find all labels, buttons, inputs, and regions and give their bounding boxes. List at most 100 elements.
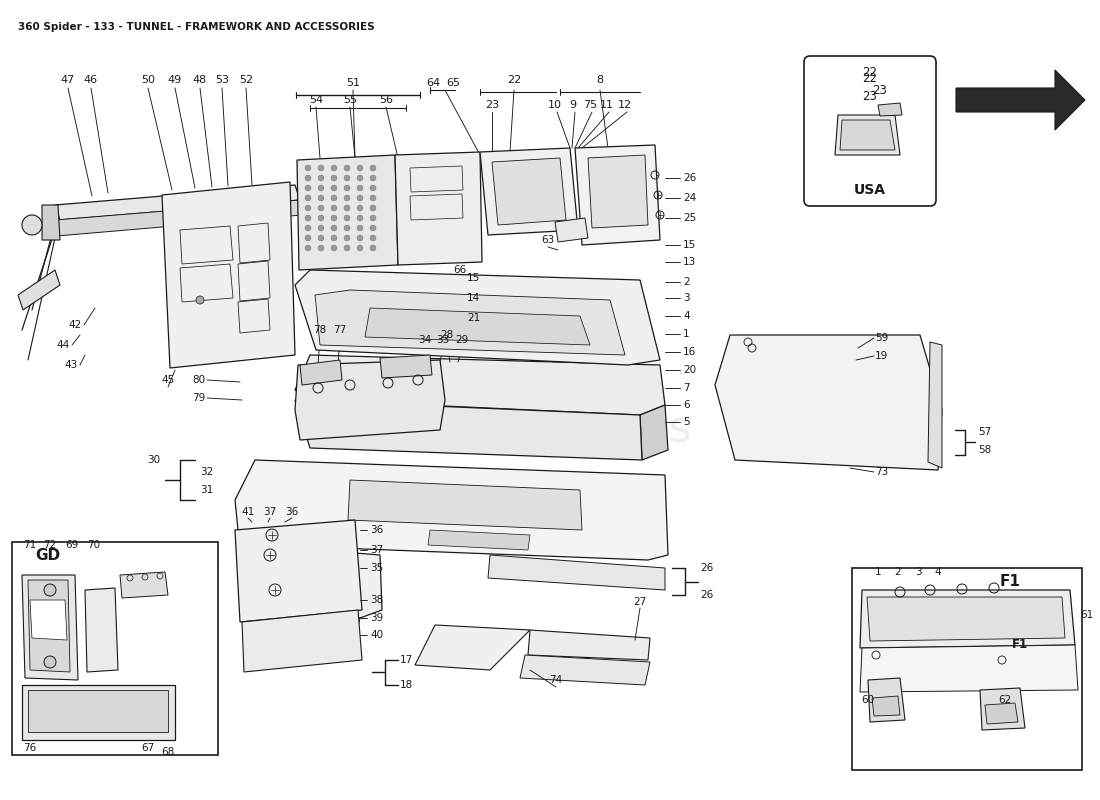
Text: 54: 54 — [309, 95, 323, 105]
Text: 40: 40 — [370, 630, 383, 640]
Polygon shape — [715, 335, 942, 470]
Circle shape — [344, 185, 350, 191]
Text: 37: 37 — [370, 545, 383, 555]
Circle shape — [196, 296, 204, 304]
Polygon shape — [55, 185, 300, 220]
Circle shape — [370, 215, 376, 221]
Polygon shape — [365, 308, 590, 345]
Text: 69: 69 — [65, 540, 78, 550]
Polygon shape — [575, 145, 660, 245]
Text: 13: 13 — [683, 257, 696, 267]
Text: 15: 15 — [683, 240, 696, 250]
Text: GD: GD — [35, 547, 60, 562]
Polygon shape — [242, 610, 362, 672]
Polygon shape — [379, 355, 432, 378]
Circle shape — [358, 185, 363, 191]
Text: 23: 23 — [862, 90, 878, 102]
Text: 30: 30 — [147, 455, 160, 465]
Text: 43: 43 — [65, 360, 78, 370]
Polygon shape — [18, 270, 60, 310]
Polygon shape — [395, 152, 482, 265]
Polygon shape — [556, 218, 588, 242]
Text: 15: 15 — [466, 273, 480, 283]
Text: 60: 60 — [861, 695, 875, 705]
Text: 22: 22 — [862, 71, 878, 85]
Polygon shape — [85, 588, 118, 672]
Polygon shape — [415, 625, 530, 670]
Polygon shape — [492, 158, 566, 225]
Circle shape — [318, 185, 324, 191]
Text: 45: 45 — [162, 375, 175, 385]
Polygon shape — [520, 655, 650, 685]
Circle shape — [370, 165, 376, 171]
Polygon shape — [956, 70, 1085, 130]
Text: 33: 33 — [437, 335, 450, 345]
Text: 9: 9 — [570, 100, 576, 110]
Circle shape — [331, 225, 337, 231]
Circle shape — [318, 245, 324, 251]
Circle shape — [344, 235, 350, 241]
Polygon shape — [860, 645, 1078, 692]
Polygon shape — [852, 568, 1082, 770]
Polygon shape — [868, 678, 905, 722]
Text: 57: 57 — [978, 427, 991, 437]
Circle shape — [370, 195, 376, 201]
Polygon shape — [300, 360, 342, 385]
Circle shape — [44, 584, 56, 596]
Circle shape — [318, 225, 324, 231]
Polygon shape — [315, 290, 625, 355]
Polygon shape — [28, 580, 70, 672]
Circle shape — [344, 175, 350, 181]
Polygon shape — [255, 608, 360, 640]
Circle shape — [305, 205, 311, 211]
Polygon shape — [428, 530, 530, 550]
Text: 1: 1 — [874, 567, 881, 577]
Text: 17: 17 — [400, 655, 414, 665]
Text: 29: 29 — [455, 335, 469, 345]
Text: 68: 68 — [162, 747, 175, 757]
Text: 5: 5 — [683, 417, 690, 427]
Circle shape — [344, 245, 350, 251]
Text: 41: 41 — [241, 507, 254, 517]
Text: 21: 21 — [466, 313, 480, 323]
Text: 37: 37 — [263, 507, 276, 517]
Text: 39: 39 — [370, 613, 383, 623]
Circle shape — [331, 185, 337, 191]
Polygon shape — [980, 688, 1025, 730]
Text: 18: 18 — [400, 680, 414, 690]
Text: 77: 77 — [333, 325, 346, 335]
Text: euromotores: euromotores — [408, 409, 692, 451]
Text: 35: 35 — [370, 563, 383, 573]
Text: 26: 26 — [683, 173, 696, 183]
Text: 24: 24 — [683, 193, 696, 203]
Polygon shape — [235, 520, 362, 622]
Text: 52: 52 — [239, 75, 253, 85]
Text: 46: 46 — [84, 75, 98, 85]
Text: 22: 22 — [862, 66, 878, 78]
Text: 16: 16 — [683, 347, 696, 357]
Text: 76: 76 — [23, 743, 36, 753]
Circle shape — [305, 195, 311, 201]
Circle shape — [344, 225, 350, 231]
Circle shape — [370, 185, 376, 191]
Circle shape — [370, 235, 376, 241]
Polygon shape — [295, 270, 660, 365]
Polygon shape — [28, 690, 168, 732]
Circle shape — [331, 215, 337, 221]
Text: 36: 36 — [285, 507, 298, 517]
Circle shape — [331, 165, 337, 171]
Text: USA: USA — [854, 183, 886, 197]
Text: 73: 73 — [874, 467, 889, 477]
Text: 2: 2 — [683, 277, 690, 287]
Circle shape — [318, 195, 324, 201]
Text: 51: 51 — [346, 78, 360, 88]
Text: 75: 75 — [583, 100, 597, 110]
Text: 66: 66 — [453, 265, 466, 275]
Polygon shape — [30, 600, 67, 640]
Text: 14: 14 — [466, 293, 480, 303]
Text: 79: 79 — [191, 393, 205, 403]
Polygon shape — [55, 200, 302, 236]
Text: 34: 34 — [418, 335, 431, 345]
Polygon shape — [640, 405, 668, 460]
Circle shape — [305, 215, 311, 221]
